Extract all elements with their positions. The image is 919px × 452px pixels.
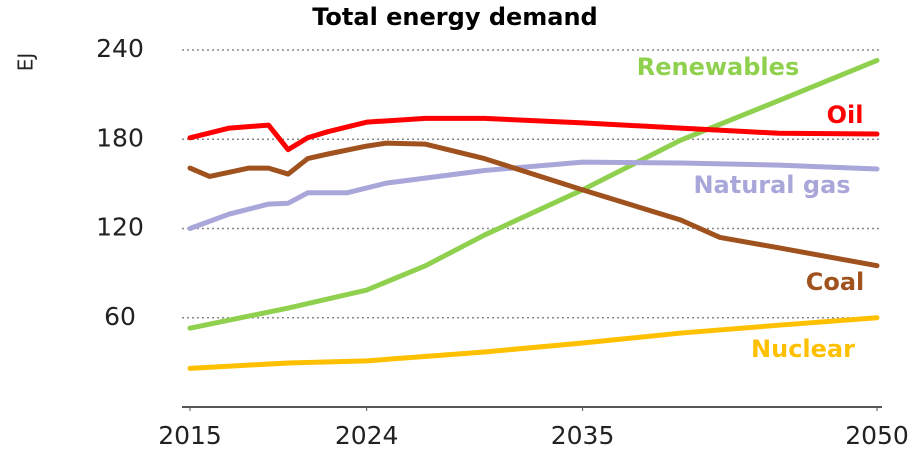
series-label: Nuclear <box>751 335 855 363</box>
series-label: Oil <box>827 101 864 129</box>
y-tick-label: 120 <box>96 213 144 242</box>
series-label: Natural gas <box>693 171 850 199</box>
y-axis-label: EJ <box>14 53 38 72</box>
series-line <box>187 57 880 331</box>
x-tick-label: 2024 <box>335 421 399 450</box>
y-tick-label: 240 <box>96 34 144 63</box>
series-label: Renewables <box>637 53 799 81</box>
y-tick-label: 180 <box>96 123 144 152</box>
chart-title: Total energy demand <box>312 3 598 31</box>
x-tick-label: 2050 <box>845 421 909 450</box>
x-tick-label: 2035 <box>551 421 615 450</box>
x-tick-label: 2015 <box>158 421 222 450</box>
series-label: Coal <box>806 268 865 296</box>
y-tick-label: 60 <box>104 302 136 331</box>
series-line <box>187 315 880 371</box>
series-line <box>187 115 880 153</box>
series-line <box>187 140 880 269</box>
series-line <box>187 159 880 231</box>
